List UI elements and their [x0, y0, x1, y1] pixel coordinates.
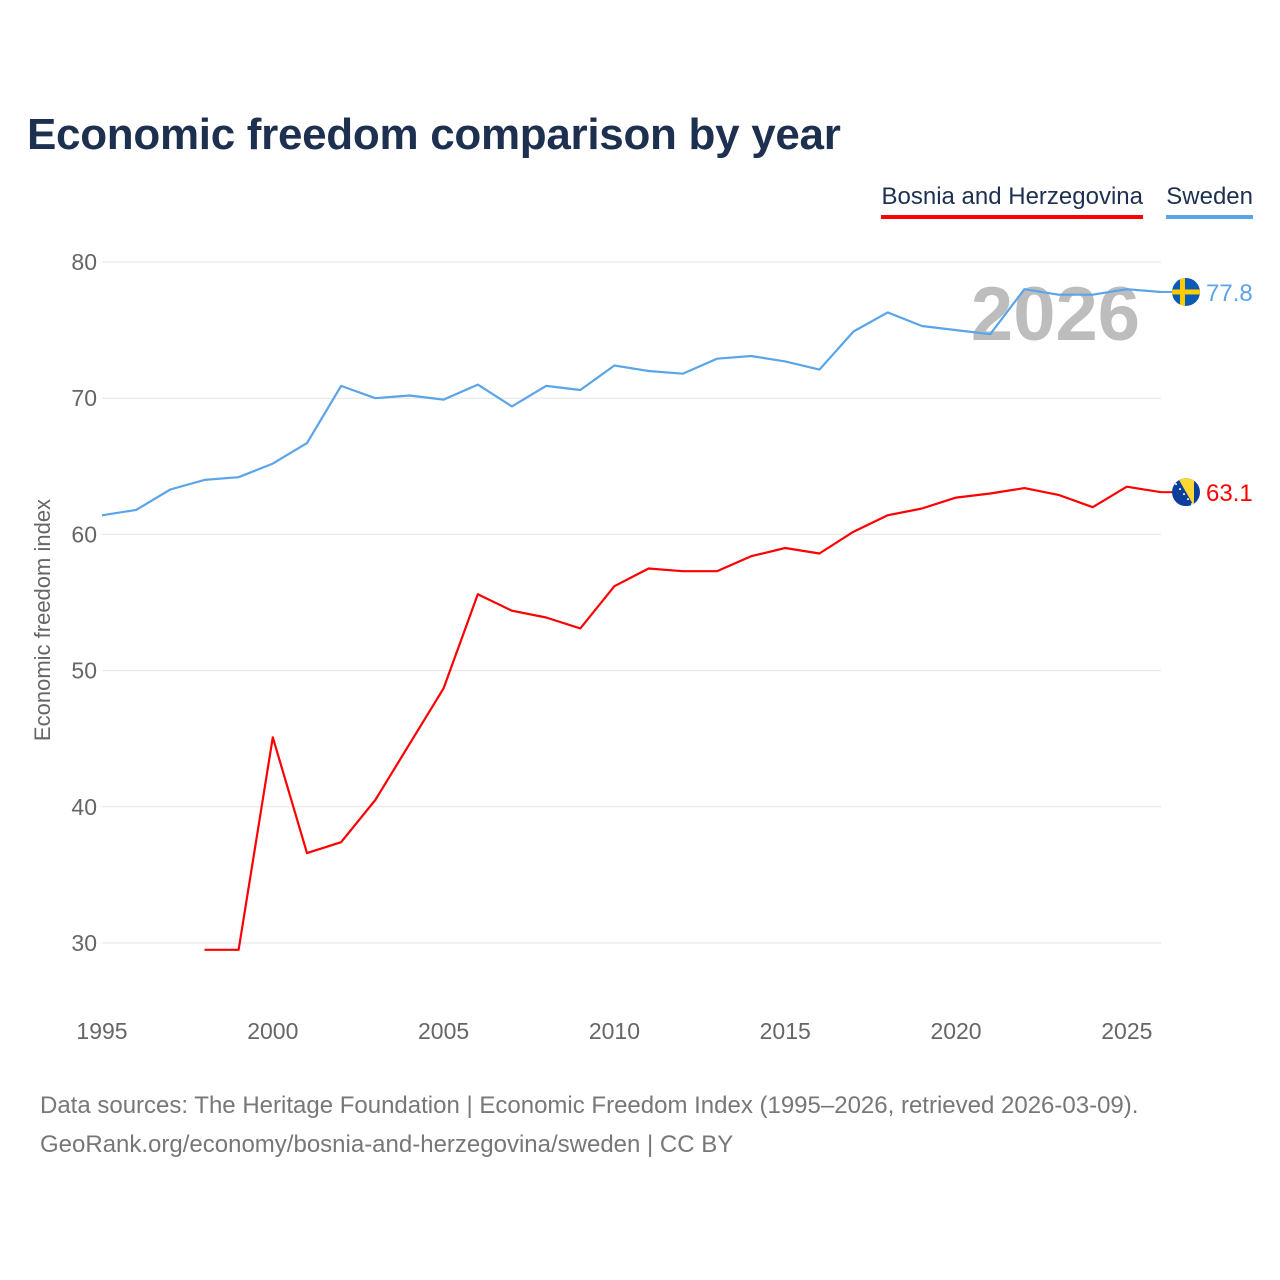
data-point [647, 369, 651, 373]
data-point [373, 798, 377, 802]
data-point [510, 609, 514, 613]
data-point [442, 398, 446, 402]
data-point [100, 513, 104, 517]
data-point [817, 551, 821, 555]
flag-star [1191, 503, 1193, 506]
y-tick-label: 50 [71, 658, 97, 684]
data-point [1057, 493, 1061, 497]
x-tick-label: 2010 [589, 1018, 640, 1044]
flag-body [1172, 277, 1200, 306]
y-tick-label: 40 [71, 794, 97, 820]
legend-item-sweden[interactable]: Sweden [1166, 183, 1253, 219]
y-tick-label: 70 [71, 385, 97, 411]
year-watermark: 2026 [971, 272, 1140, 357]
data-point [407, 742, 411, 746]
x-tick-label: 2005 [418, 1018, 469, 1044]
data-point [271, 462, 275, 466]
line-chart: 30 40 50 60 70 80 1995 2000 2005 2010 2015 2020 202… [30, 249, 1253, 1044]
data-point [612, 584, 616, 588]
data-point [1057, 293, 1061, 297]
data-point [168, 487, 172, 491]
flag-star [1179, 488, 1181, 491]
series-line-sweden [101, 288, 1162, 517]
y-tick-label: 30 [71, 930, 97, 956]
data-point [1091, 293, 1095, 297]
data-point [237, 948, 241, 952]
data-point [1125, 485, 1129, 489]
data-point [886, 310, 890, 314]
source-line-1: Data sources: The Heritage Foundation | … [40, 1092, 1139, 1119]
flag-cross-v [1180, 277, 1185, 306]
data-point [339, 384, 343, 388]
data-point [442, 686, 446, 690]
data-point [305, 441, 309, 445]
data-point [749, 354, 753, 358]
data-point [339, 840, 343, 844]
data-point [373, 396, 377, 400]
data-point [544, 384, 548, 388]
data-point [578, 388, 582, 392]
data-point [271, 735, 275, 739]
flag-triangle [1178, 478, 1194, 507]
legend-item-bosnia[interactable]: Bosnia and Herzegovina [881, 183, 1143, 219]
data-point [988, 332, 992, 336]
data-point [681, 372, 685, 376]
data-point [476, 592, 480, 596]
data-point [476, 383, 480, 387]
y-axis-label: Economic freedom index [30, 499, 55, 741]
y-tick-label: 60 [71, 521, 97, 547]
data-point [852, 530, 856, 534]
data-point [817, 368, 821, 372]
data-point [134, 508, 138, 512]
x-tick-label: 2000 [247, 1018, 298, 1044]
data-point [920, 507, 924, 511]
data-point [407, 393, 411, 397]
data-point [202, 948, 206, 952]
source-line-2[interactable]: GeoRank.org/economy/bosnia-and-herzegovi… [40, 1131, 734, 1158]
data-point [237, 475, 241, 479]
data-point [1091, 505, 1095, 509]
data-point [852, 329, 856, 333]
data-point [783, 546, 787, 550]
data-point [202, 478, 206, 482]
x-tick-label: 2025 [1101, 1018, 1152, 1044]
data-point [988, 492, 992, 496]
data-point [510, 404, 514, 408]
series-line-bosnia [204, 485, 1162, 951]
x-tick-label: 2020 [930, 1018, 981, 1044]
data-point [715, 357, 719, 361]
data-point [1022, 287, 1026, 291]
data-point [1125, 287, 1129, 291]
data-point [783, 359, 787, 363]
data-point [954, 496, 958, 500]
flag-cross-h [1172, 289, 1200, 295]
data-point [612, 364, 616, 368]
bosnia-flag-icon [1172, 478, 1200, 507]
end-value-label: 77.8 [1206, 280, 1253, 307]
data-point [305, 851, 309, 855]
flag-body [1172, 478, 1200, 507]
data-point [715, 569, 719, 573]
data-point [920, 324, 924, 328]
data-source: Data sources: The Heritage Foundation | … [40, 1086, 1138, 1164]
x-tick-label: 2015 [760, 1018, 811, 1044]
data-point [681, 569, 685, 573]
sweden-flag-icon [1172, 277, 1200, 306]
data-point [954, 328, 958, 332]
data-point [1022, 486, 1026, 490]
x-tick-label: 1995 [76, 1018, 127, 1044]
flag-star [1175, 483, 1177, 486]
data-point [578, 626, 582, 630]
data-point [647, 566, 651, 570]
end-value-label: 63.1 [1206, 480, 1253, 507]
flag-star [1183, 493, 1185, 496]
flag-star [1187, 498, 1189, 501]
chart-title: Economic freedom comparison by year [27, 110, 841, 159]
y-tick-label: 80 [71, 249, 97, 275]
data-point [544, 615, 548, 619]
data-point [886, 513, 890, 517]
data-point [749, 554, 753, 558]
